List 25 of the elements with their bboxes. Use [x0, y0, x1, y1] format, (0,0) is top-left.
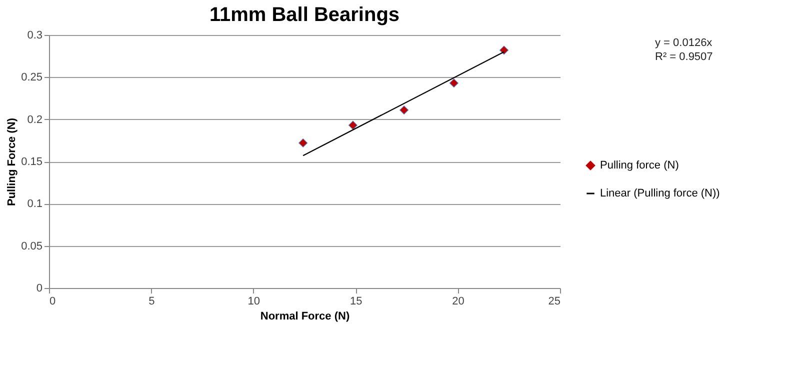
x-tick-label: 15: [350, 296, 362, 308]
y-tick-label: 0.2: [27, 114, 42, 126]
legend-label: Pulling force (N): [600, 160, 679, 172]
x-tick-label: 10: [248, 296, 260, 308]
y-tick-label: 0.15: [21, 156, 42, 168]
x-tick-label: 25: [548, 296, 560, 308]
x-axis-title: Normal Force (N): [260, 310, 350, 322]
point: [400, 106, 409, 115]
legend-label: Linear (Pulling force (N)): [600, 188, 720, 200]
point: [500, 46, 508, 55]
x-tick-label: 0: [50, 296, 56, 308]
point: [348, 120, 358, 130]
point: [298, 138, 308, 148]
point: [449, 78, 458, 88]
y-axis-title: Pulling Force (N): [6, 118, 18, 206]
text: R² = 0.9507: [655, 51, 713, 63]
y-tick-label: 0.1: [27, 198, 42, 210]
chart-title: 11mm Ball Bearings: [209, 4, 400, 26]
text: y = 0.0126x: [655, 37, 713, 49]
y-tick-label: 0.25: [21, 72, 42, 84]
y-tick-label: 0.05: [21, 240, 42, 252]
x-tick-label: 20: [452, 296, 464, 308]
x-tick-label: 5: [148, 296, 155, 308]
y-tick-label: 0.3: [27, 30, 42, 42]
y-tick-label: 0: [36, 282, 42, 294]
